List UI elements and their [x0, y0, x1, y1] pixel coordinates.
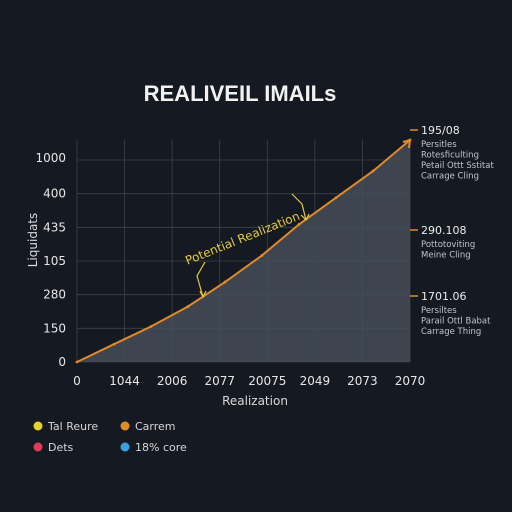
series-point: [223, 280, 227, 284]
y-tick-label: 1000: [35, 151, 66, 165]
legend-swatch: [33, 421, 43, 431]
series-line: [76, 139, 411, 363]
annotation-value: 1701.06: [421, 290, 467, 303]
x-axis-ticks: 0 1044 2006 2077 20075 2049 2073 2070: [73, 374, 425, 388]
x-tick-label: 20075: [248, 374, 286, 388]
x-tick-label: 2070: [395, 374, 426, 388]
annotation-detail: Pottotoviting: [421, 240, 475, 250]
legend-label: 18% core: [135, 441, 187, 454]
series-point: [186, 305, 190, 308]
legend-label: Carrem: [135, 420, 176, 433]
annotation-detail: Parail Ottl Babat: [421, 317, 491, 327]
legend: Tal Reure Carrem Dets 18% core: [33, 420, 187, 454]
series-point: [408, 138, 412, 142]
y-tick-label: 435: [43, 220, 66, 234]
annotation-detail: Petail Ottt Sstitat: [421, 161, 494, 171]
legend-item: 18% core: [120, 441, 187, 454]
series-point: [297, 222, 301, 226]
legend-item: Dets: [33, 441, 74, 454]
y-tick-label: 400: [43, 187, 66, 201]
callout-bracket: [196, 193, 307, 298]
legend-swatch: [120, 421, 130, 431]
annotation-detail: Persitles: [421, 140, 457, 150]
x-tick-label: 2077: [204, 374, 235, 388]
series-point: [371, 169, 375, 173]
series-point: [334, 196, 338, 200]
legend-label: Tal Reure: [47, 420, 98, 433]
annotation-detail: Carrage Cling: [421, 172, 479, 182]
series-point: [260, 254, 264, 257]
area-layer: [75, 138, 412, 364]
annotation-detail: Meine Cling: [421, 251, 471, 261]
annotation-value: 195/08: [421, 124, 460, 137]
y-tick-label: 280: [43, 288, 66, 302]
series-point: [149, 325, 153, 328]
y-tick-label: 150: [43, 321, 66, 335]
callout-arrow-icon: [199, 290, 207, 299]
chart-title: REALIVEIL IMAILs: [144, 81, 337, 106]
area-fill: [77, 140, 410, 362]
legend-item: Carrem: [120, 420, 176, 433]
legend-item: Tal Reure: [33, 420, 98, 433]
y-tick-label: 0: [58, 355, 66, 369]
legend-swatch: [120, 442, 130, 452]
x-tick-label: 2006: [157, 374, 188, 388]
y-tick-label: 105: [43, 254, 66, 268]
annotation-detail: Persiltes: [421, 306, 457, 316]
y-axis-ticks: 0 150 280 105 435 400 1000: [35, 151, 66, 369]
x-tick-label: 0: [73, 374, 81, 388]
legend-swatch: [33, 442, 43, 452]
x-axis-label: Realization: [222, 394, 288, 408]
x-tick-label: 2049: [300, 374, 331, 388]
callout-arrow-icon: [300, 213, 310, 222]
series-point: [75, 360, 79, 364]
y-axis-label: Liquidats: [26, 213, 40, 268]
annotation-detail: Rotesficulting: [421, 151, 479, 161]
x-tick-label: 2073: [347, 374, 378, 388]
x-tick-label: 1044: [109, 374, 140, 388]
series-point: [112, 342, 116, 346]
legend-label: Dets: [48, 441, 74, 454]
annotation-value: 290.108: [421, 224, 467, 237]
annotation-detail: Carrage Thing: [421, 327, 481, 337]
